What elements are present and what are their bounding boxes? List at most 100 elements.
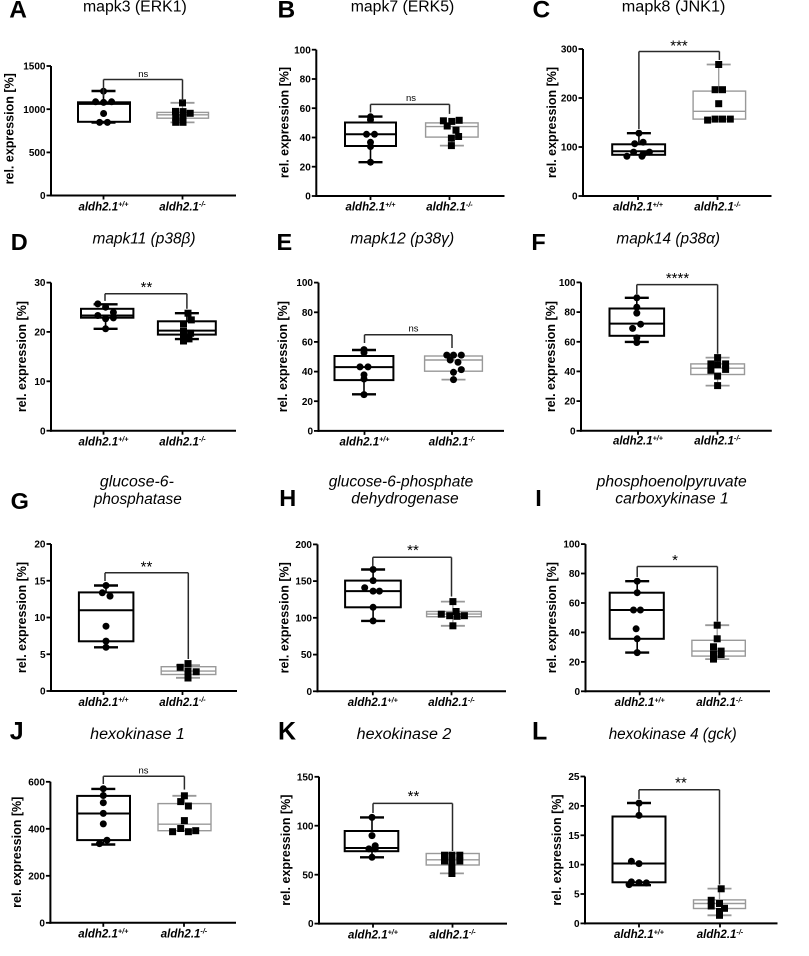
svg-text:I: I (535, 485, 542, 511)
svg-text:aldh2.1+/+: aldh2.1+/+ (348, 695, 399, 709)
svg-text:aldh2.1+/+: aldh2.1+/+ (615, 695, 666, 709)
svg-text:ns: ns (138, 766, 148, 777)
svg-text:ns: ns (406, 93, 416, 104)
svg-text:30: 30 (34, 278, 46, 289)
svg-text:0: 0 (307, 427, 313, 438)
svg-text:aldh2.1+/+: aldh2.1+/+ (78, 927, 129, 941)
svg-text:mapk12 (p38γ): mapk12 (p38γ) (350, 231, 454, 248)
svg-text:0: 0 (40, 687, 46, 698)
svg-text:**: ** (407, 542, 419, 559)
svg-text:5: 5 (574, 890, 580, 901)
svg-text:20: 20 (34, 540, 46, 551)
svg-text:200: 200 (295, 540, 312, 551)
svg-text:150: 150 (295, 577, 312, 588)
svg-text:60: 60 (302, 338, 314, 349)
svg-text:500: 500 (29, 148, 46, 159)
svg-text:150: 150 (297, 772, 314, 783)
svg-text:rel. expression [%]: rel. expression [%] (276, 301, 290, 412)
svg-text:J: J (10, 718, 24, 746)
svg-text:50: 50 (302, 870, 314, 881)
svg-text:25: 25 (568, 772, 580, 783)
svg-text:hexokinase 2: hexokinase 2 (357, 726, 452, 743)
svg-text:rel. expression [%]: rel. expression [%] (15, 562, 29, 673)
svg-text:C: C (533, 0, 551, 24)
svg-text:mapk14 (p38α): mapk14 (p38α) (616, 230, 720, 247)
svg-text:200: 200 (561, 94, 578, 105)
svg-text:1500: 1500 (23, 62, 46, 73)
svg-text:20: 20 (569, 658, 581, 669)
svg-text:15: 15 (568, 831, 580, 842)
svg-text:B: B (278, 0, 296, 24)
svg-text:hexokinase 4 (gck): hexokinase 4 (gck) (609, 726, 737, 743)
svg-text:80: 80 (300, 75, 312, 86)
svg-text:100: 100 (563, 540, 580, 551)
svg-text:mapk7 (ERK5): mapk7 (ERK5) (351, 0, 455, 15)
svg-text:**: ** (141, 279, 153, 296)
svg-text:0: 0 (40, 191, 46, 202)
svg-text:phosphoenolpyruvate: phosphoenolpyruvate (596, 474, 747, 491)
svg-text:aldh2.1+/+: aldh2.1+/+ (78, 199, 129, 213)
svg-text:60: 60 (569, 599, 581, 610)
svg-text:0: 0 (308, 919, 314, 930)
svg-text:0: 0 (305, 192, 311, 203)
svg-text:aldh2.1+/+: aldh2.1+/+ (613, 434, 664, 448)
svg-text:10: 10 (34, 377, 46, 388)
svg-text:aldh2.1-/-: aldh2.1-/- (696, 695, 743, 709)
svg-text:0: 0 (39, 918, 45, 929)
svg-text:phosphatase: phosphatase (93, 491, 182, 508)
svg-text:mapk3 (ERK1): mapk3 (ERK1) (83, 0, 187, 15)
svg-text:rel. expression [%]: rel. expression [%] (278, 67, 292, 178)
svg-text:600: 600 (28, 777, 45, 788)
svg-text:60: 60 (564, 337, 576, 348)
svg-text:40: 40 (300, 133, 312, 144)
svg-text:aldh2.1-/-: aldh2.1-/- (697, 927, 744, 941)
svg-text:glucose-6-phosphate: glucose-6-phosphate (329, 474, 474, 491)
svg-text:carboxykinase 1: carboxykinase 1 (615, 491, 728, 508)
svg-text:20: 20 (568, 802, 580, 813)
svg-text:ns: ns (408, 324, 418, 335)
svg-text:ns: ns (138, 69, 148, 80)
svg-text:aldh2.1-/-: aldh2.1-/- (694, 200, 741, 214)
svg-text:K: K (278, 718, 296, 746)
svg-text:80: 80 (569, 569, 581, 580)
svg-text:100: 100 (559, 278, 576, 289)
svg-text:**: ** (141, 558, 153, 575)
svg-text:rel. expression [%]: rel. expression [%] (278, 562, 292, 673)
svg-text:rel. expression [%]: rel. expression [%] (279, 795, 293, 906)
svg-text:**: ** (675, 775, 687, 792)
svg-text:aldh2.1-/-: aldh2.1-/- (159, 695, 206, 709)
svg-text:0: 0 (570, 426, 576, 437)
svg-text:100: 100 (296, 278, 313, 289)
svg-text:aldh2.1-/-: aldh2.1-/- (426, 200, 473, 214)
svg-text:80: 80 (564, 308, 576, 319)
svg-text:rel. expression [%]: rel. expression [%] (550, 794, 564, 905)
svg-text:100: 100 (295, 613, 312, 624)
svg-text:aldh2.1+/+: aldh2.1+/+ (613, 200, 664, 214)
svg-text:0: 0 (306, 687, 312, 698)
svg-text:aldh2.1-/-: aldh2.1-/- (429, 928, 476, 942)
svg-text:aldh2.1-/-: aldh2.1-/- (159, 199, 206, 213)
svg-text:15: 15 (34, 576, 46, 587)
svg-text:F: F (531, 229, 545, 255)
svg-text:60: 60 (300, 104, 312, 115)
svg-text:rel. expression [%]: rel. expression [%] (3, 73, 17, 184)
svg-text:L: L (532, 718, 547, 746)
svg-text:mapk8 (JNK1): mapk8 (JNK1) (622, 0, 726, 15)
svg-text:20: 20 (564, 397, 576, 408)
svg-text:aldh2.1-/-: aldh2.1-/- (429, 434, 476, 448)
svg-text:0: 0 (574, 687, 580, 698)
svg-text:rel. expression [%]: rel. expression [%] (545, 67, 559, 178)
svg-text:*: * (672, 552, 678, 569)
svg-text:0: 0 (574, 919, 580, 930)
svg-text:aldh2.1-/-: aldh2.1-/- (694, 434, 741, 448)
svg-text:20: 20 (300, 162, 312, 173)
svg-text:0: 0 (40, 426, 46, 437)
svg-text:aldh2.1+/+: aldh2.1+/+ (78, 435, 129, 449)
svg-text:***: *** (670, 37, 688, 54)
svg-text:aldh2.1+/+: aldh2.1+/+ (339, 434, 390, 448)
svg-text:10: 10 (568, 860, 580, 871)
svg-text:rel. expression [%]: rel. expression [%] (15, 301, 29, 412)
svg-text:rel. expression [%]: rel. expression [%] (10, 797, 24, 908)
svg-text:aldh2.1+/+: aldh2.1+/+ (345, 200, 396, 214)
svg-text:H: H (279, 485, 296, 511)
